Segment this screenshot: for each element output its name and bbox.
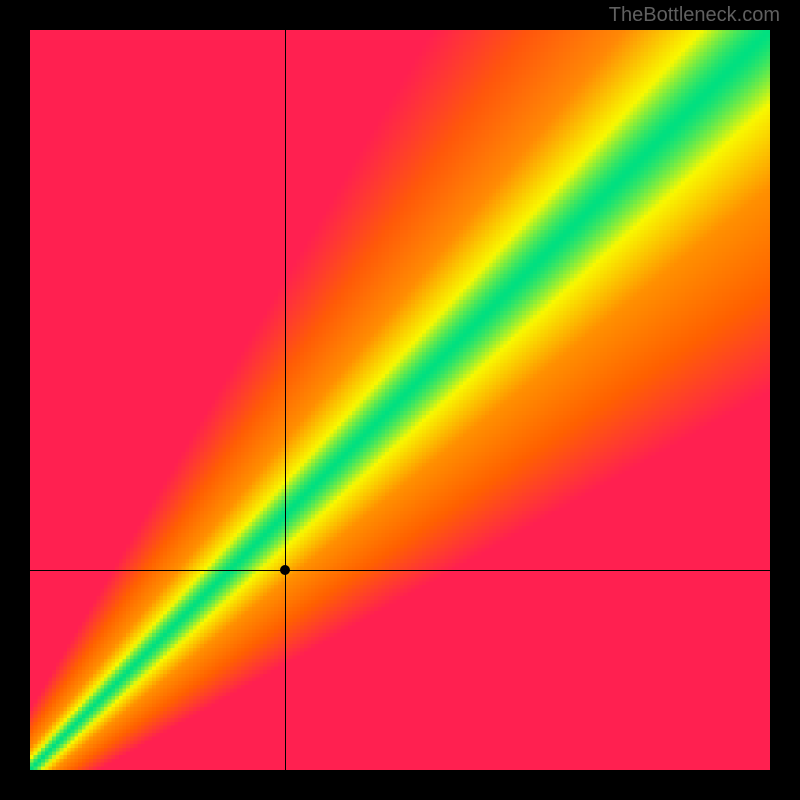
watermark-text: TheBottleneck.com <box>609 4 780 27</box>
crosshair-vertical <box>285 30 286 770</box>
bottleneck-heatmap <box>30 30 770 770</box>
crosshair-horizontal <box>30 570 770 571</box>
heatmap-canvas <box>30 30 770 770</box>
crosshair-marker <box>280 565 290 575</box>
